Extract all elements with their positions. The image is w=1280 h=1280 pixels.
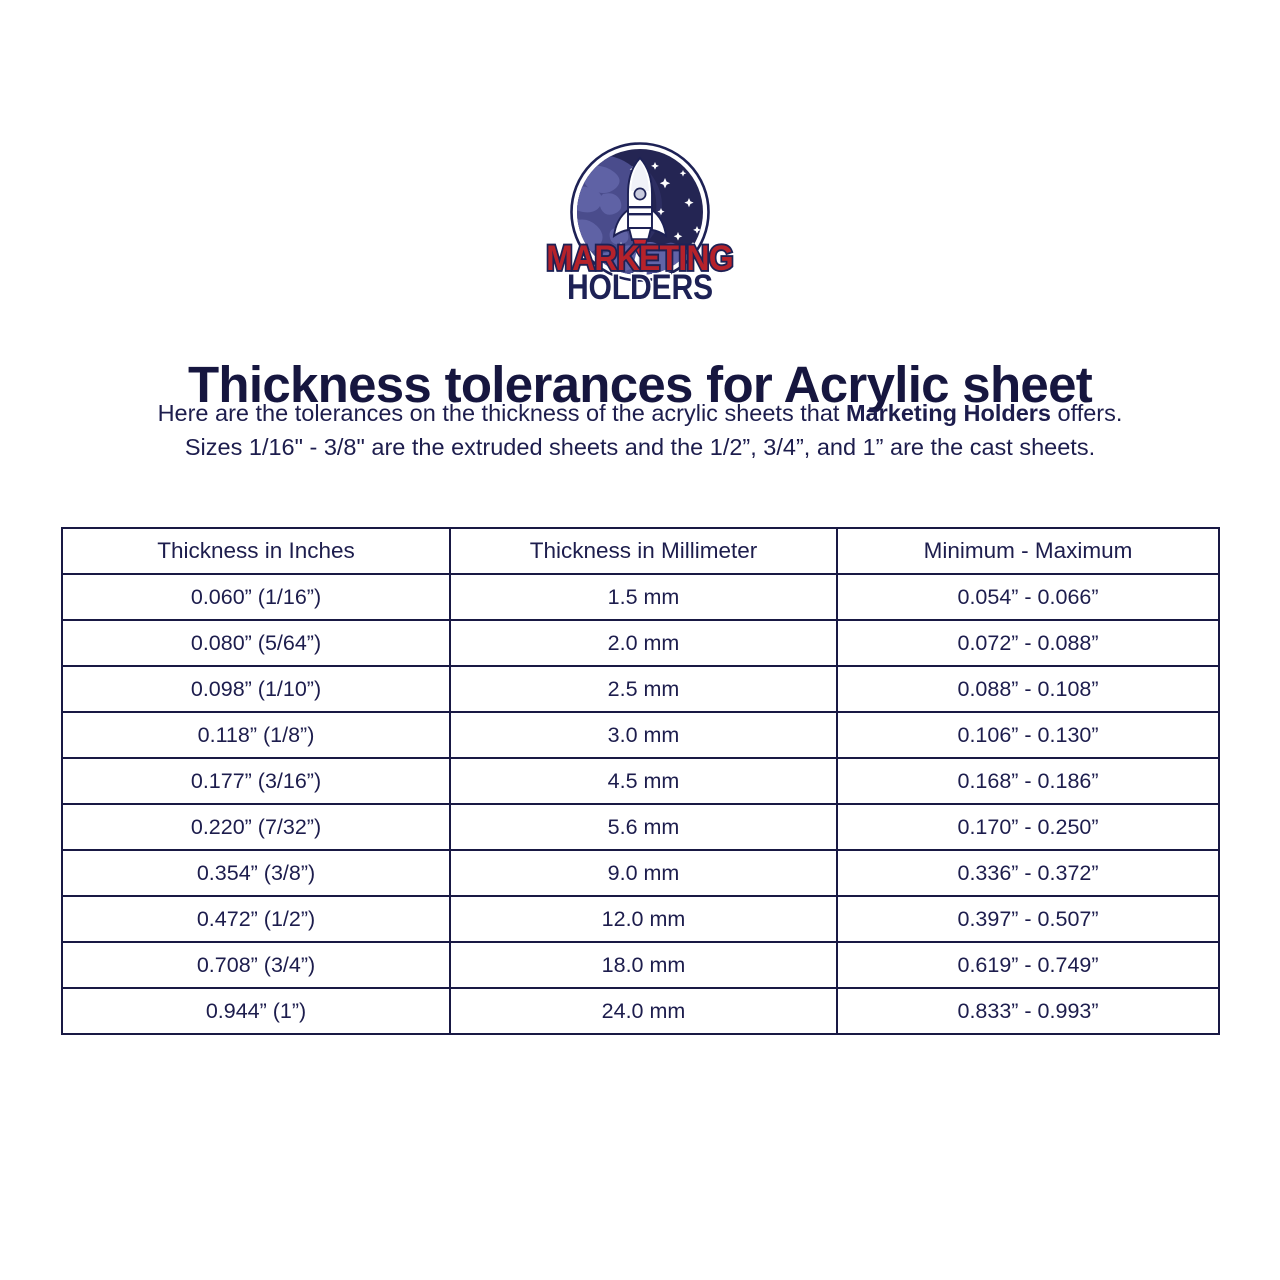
table-row: 0.944” (1”) 24.0 mm 0.833” - 0.993” [61,987,1220,1035]
cell-minimum-maximum: 0.397” - 0.507” [836,895,1220,943]
cell-thickness-inches: 0.944” (1”) [61,987,451,1035]
cell-minimum-maximum: 0.336” - 0.372” [836,849,1220,897]
cell-thickness-millimeter: 5.6 mm [449,803,838,851]
subtitle-line-1-before: Here are the tolerances on the thickness… [157,400,846,426]
cell-thickness-millimeter: 24.0 mm [449,987,838,1035]
column-header-minimum-maximum: Minimum - Maximum [836,527,1220,575]
wordmark-holders-text: HOLDERS [567,268,713,306]
acrylic-thickness-tolerance-table: Thickness in Inches Thickness in Millime… [61,527,1220,1035]
rocket-globe-logo-icon: MARKETING HOLDERS [544,142,735,308]
cell-minimum-maximum: 0.168” - 0.186” [836,757,1220,805]
cell-thickness-millimeter: 9.0 mm [449,849,838,897]
cell-thickness-millimeter: 12.0 mm [449,895,838,943]
cell-thickness-inches: 0.060” (1/16”) [61,573,451,621]
cell-minimum-maximum: 0.072” - 0.088” [836,619,1220,667]
cell-thickness-millimeter: 2.0 mm [449,619,838,667]
cell-thickness-inches: 0.472” (1/2”) [61,895,451,943]
wordmark-marketing-text: MARKETING [546,239,733,278]
table-row: 0.060” (1/16”) 1.5 mm 0.054” - 0.066” [61,573,1220,621]
wordmark-marketing: MARKETING [544,238,735,281]
table-header-row: Thickness in Inches Thickness in Millime… [61,527,1220,575]
subtitle-line-1-after: offers. [1051,400,1123,426]
cell-minimum-maximum: 0.170” - 0.250” [836,803,1220,851]
cell-thickness-inches: 0.098” (1/10”) [61,665,451,713]
brand-logo-block: MARKETING HOLDERS [0,140,1280,310]
table-row: 0.098” (1/10”) 2.5 mm 0.088” - 0.108” [61,665,1220,713]
cell-thickness-inches: 0.220” (7/32”) [61,803,451,851]
cell-thickness-inches: 0.080” (5/64”) [61,619,451,667]
page-title: Thickness tolerances for Acrylic sheet [187,356,1093,414]
cell-thickness-millimeter: 3.0 mm [449,711,838,759]
cell-minimum-maximum: 0.054” - 0.066” [836,573,1220,621]
cell-thickness-millimeter: 2.5 mm [449,665,838,713]
page-subtitle: Here are the tolerances on the thickness… [0,396,1280,464]
table-row: 0.354” (3/8”) 9.0 mm 0.336” - 0.372” [61,849,1220,897]
cell-minimum-maximum: 0.106” - 0.130” [836,711,1220,759]
table-row: 0.080” (5/64”) 2.0 mm 0.072” - 0.088” [61,619,1220,667]
subtitle-line-1: Here are the tolerances on the thickness… [0,396,1280,430]
column-header-thickness-inches: Thickness in Inches [61,527,451,575]
table-row: 0.220” (7/32”) 5.6 mm 0.170” - 0.250” [61,803,1220,851]
cell-thickness-inches: 0.354” (3/8”) [61,849,451,897]
subtitle-line-2: Sizes 1/16" - 3/8" are the extruded shee… [184,434,1096,461]
subtitle-brand-emphasis: Marketing Holders [845,400,1051,426]
wordmark-holders: HOLDERS [566,267,715,308]
table-row: 0.177” (3/16”) 4.5 mm 0.168” - 0.186” [61,757,1220,805]
cell-thickness-inches: 0.708” (3/4”) [61,941,451,989]
cell-thickness-millimeter: 18.0 mm [449,941,838,989]
cell-thickness-inches: 0.177” (3/16”) [61,757,451,805]
table-row: 0.708” (3/4”) 18.0 mm 0.619” - 0.749” [61,941,1220,989]
cell-thickness-millimeter: 4.5 mm [449,757,838,805]
cell-thickness-millimeter: 1.5 mm [449,573,838,621]
table-row: 0.118” (1/8”) 3.0 mm 0.106” - 0.130” [61,711,1220,759]
table-row: 0.472” (1/2”) 12.0 mm 0.397” - 0.507” [61,895,1220,943]
cell-minimum-maximum: 0.833” - 0.993” [836,987,1220,1035]
cell-minimum-maximum: 0.619” - 0.749” [836,941,1220,989]
marketing-holders-logo: MARKETING HOLDERS [537,140,743,310]
cell-minimum-maximum: 0.088” - 0.108” [836,665,1220,713]
cell-thickness-inches: 0.118” (1/8”) [61,711,451,759]
column-header-thickness-millimeter: Thickness in Millimeter [449,527,838,575]
rocket-icon [612,156,668,259]
